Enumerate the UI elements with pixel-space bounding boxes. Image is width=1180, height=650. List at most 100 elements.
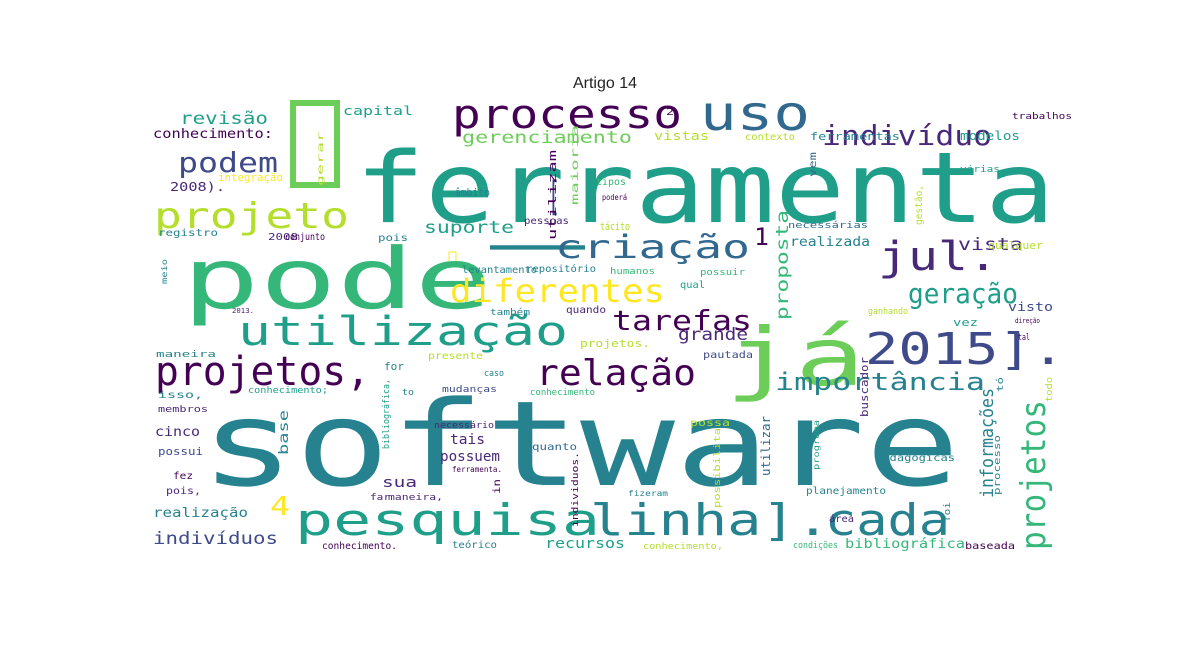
cloud-word: pautada [703, 350, 753, 361]
chart-title: Artigo 14 [572, 75, 638, 92]
cloud-word: tal [1018, 333, 1030, 343]
cloud-word: visto [1008, 300, 1053, 314]
cloud-word: software [200, 375, 960, 513]
cloud-word: maioria [570, 125, 581, 205]
cloud-word: gestão, [914, 185, 925, 225]
cloud-word: conjunto [285, 232, 325, 243]
cloud-word: registro [158, 228, 218, 239]
cloud-word: capital [343, 104, 413, 118]
cloud-word: to [402, 388, 414, 398]
cloud-word: ferramenta [355, 132, 1055, 246]
cloud-word: suporte [424, 218, 514, 238]
cloud-word: vem [808, 152, 819, 177]
cloud-word: conhecimento; [248, 386, 328, 396]
cloud-word: poderá [602, 193, 627, 202]
cloud-word: utilizar [759, 416, 773, 476]
cloud-word: far [370, 493, 391, 503]
cloud-word: linha]. [590, 495, 830, 546]
cloud-word: ferramentas [810, 130, 900, 143]
cloud-word: trabalhos [1012, 112, 1072, 122]
cloud-word: relação [536, 353, 696, 394]
cloud-word: processo [993, 435, 1003, 495]
cloud-word: conhecimento, [643, 542, 723, 552]
cloud-word: todo [1045, 377, 1055, 402]
cloud-word: 2008). [170, 180, 225, 194]
cloud-word: humanos [610, 267, 655, 277]
cloud-word: programa [812, 420, 821, 470]
cloud-word: âmbito [455, 186, 490, 199]
cloud-word: [ [548, 174, 560, 220]
cloud-word: proposta [773, 210, 793, 320]
cloud-word: realizada [790, 235, 870, 250]
cloud-word: individuos. [571, 452, 581, 527]
cloud-word: pesquisa [295, 495, 600, 546]
cloud-word: sua [382, 475, 417, 491]
cloud-word: vista [958, 235, 1023, 255]
cloud-word: maneira, [388, 493, 443, 503]
cloud-word: conhecimento: [153, 127, 273, 142]
cloud-word: quanto [532, 442, 577, 453]
cloud-word: qual [680, 280, 705, 291]
cloud-word: buscador [858, 357, 871, 417]
cloud-word: condições [793, 541, 838, 551]
cloud-word: possuem [440, 449, 500, 465]
cloud-word: indivíduo [822, 119, 992, 152]
cloud-word: conhecimento. [322, 541, 397, 552]
cloud-word: presente [428, 351, 483, 362]
cloud-word: pessoas [524, 216, 569, 227]
cloud-word: possui [158, 445, 203, 458]
cloud-word: bibliográfica [845, 537, 965, 552]
cloud-word: bibliográfica, [382, 379, 392, 449]
cloud-word: qualquer [988, 239, 1043, 252]
cloud-word: fizeram [628, 489, 668, 498]
cloud-word: caso [484, 369, 504, 379]
cloud-word: realização [153, 506, 248, 521]
cloud-word: pois [378, 233, 408, 244]
cloud-word: fez [173, 471, 193, 482]
cloud-word: área [829, 513, 854, 525]
cloud-word: utilizam [546, 149, 559, 240]
cloud-word: 4 [270, 492, 290, 522]
cloud-word: também [490, 307, 530, 318]
cloud-word: criação [555, 228, 750, 266]
cloud-word: conhecimento [530, 388, 595, 398]
cloud-word: 2015]. [865, 324, 1065, 375]
cloud-word: levantamento [462, 265, 537, 276]
cloud-word: necessário [434, 421, 494, 431]
cloud-word: pedagógicas [875, 452, 955, 464]
cloud-word: necessárias [788, 221, 868, 231]
cloud-word: tais [450, 432, 485, 448]
cloud-word: in [492, 479, 503, 494]
cloud-word: tó [995, 377, 1006, 392]
cloud-word: membros [158, 405, 208, 415]
cloud-word: diferentes [450, 272, 665, 310]
cloud-word: cinco [155, 425, 200, 440]
missing-glyph-icon [290, 100, 340, 188]
cloud-word: ferramenta. [452, 465, 502, 474]
cloud-word: contexto [745, 132, 795, 143]
cloud-word: indivíduos [153, 529, 278, 549]
cloud-word: informações [977, 388, 998, 498]
cloud-word: vistas [654, 129, 709, 143]
cloud-word: projetos, [155, 349, 370, 395]
cloud-word: processo [452, 92, 682, 138]
cloud-word: — [490, 207, 586, 281]
cloud-word: gerenciamento [462, 128, 632, 148]
cloud-word: maneira [156, 350, 216, 360]
cloud-word: for [384, 360, 404, 373]
cloud-word: 2 [666, 107, 674, 118]
cloud-word: já [725, 311, 865, 404]
cloud-word: utilização [238, 309, 568, 355]
cloud-word: possuir [700, 268, 746, 278]
cloud-word: planejamento [806, 486, 886, 497]
cloud-word: tácito [600, 220, 630, 233]
cloud-word: 2008 [268, 232, 298, 243]
cloud-word: uso [700, 86, 810, 142]
missing-glyph-icon [448, 251, 457, 264]
cloud-word: geração [908, 277, 1018, 310]
cloud-word: importância [775, 368, 985, 396]
cloud-word: 2013. [232, 307, 254, 315]
cloud-word: baseada [965, 541, 1015, 552]
cloud-word: quando [566, 305, 606, 316]
cloud-word: base [277, 410, 292, 455]
